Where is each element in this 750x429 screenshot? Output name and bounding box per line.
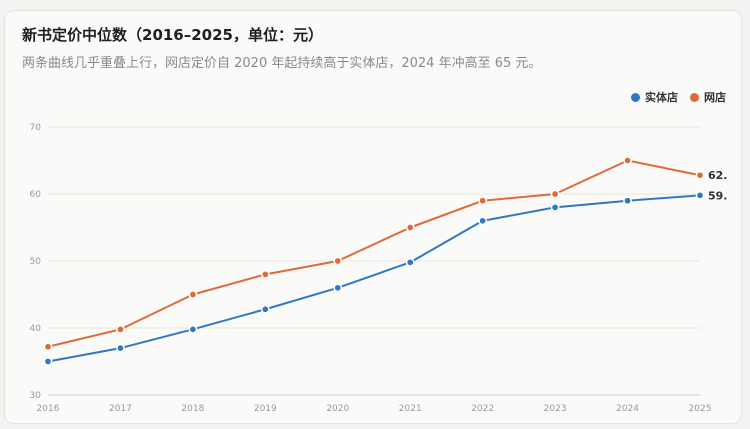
chart-subtitle: 两条曲线几乎重叠上行，网店定价自 2020 年起持续高于实体店，2024 年冲高… [22, 56, 542, 71]
data-point-1-9 [695, 170, 705, 180]
legend-label-online: 网店 [704, 91, 726, 104]
legend-swatch-online [690, 92, 699, 102]
legend-item-online[interactable]: 网店 [690, 89, 726, 105]
data-point-1-6 [478, 196, 488, 206]
series-lines [47, 159, 701, 363]
data-point-1-1 [116, 324, 125, 334]
x-tick-label-2023: 2023 [544, 404, 567, 414]
legend-item-store[interactable]: 实体店 [631, 89, 678, 105]
x-tick-label-2019: 2019 [254, 404, 277, 414]
x-tick-label-2021: 2021 [399, 404, 422, 414]
x-tick-label-2020: 2020 [326, 404, 349, 414]
end-label-1: 62. [708, 169, 728, 182]
data-point-0-5 [405, 257, 415, 267]
data-point-0-8 [623, 196, 632, 206]
data-point-1-2 [188, 290, 198, 299]
y-tick-label-30: 30 [30, 391, 42, 401]
x-axis: 2016 2017 2018 2019 2020 2021 2022 2023 2024 2025 [37, 404, 712, 414]
y-tick-label-70: 70 [30, 123, 42, 133]
end-labels: 59. 62. [708, 169, 728, 202]
data-point-1-0 [43, 342, 53, 352]
x-tick-label-2016: 2016 [37, 404, 60, 414]
y-tick-label-40: 40 [30, 324, 42, 334]
data-point-0-7 [550, 203, 560, 212]
data-point-1-8 [623, 156, 632, 165]
grid [48, 126, 700, 396]
data-point-0-2 [188, 324, 198, 334]
data-point-0-4 [333, 283, 343, 293]
series-line-1 [47, 159, 701, 348]
legend-label-store: 实体店 [645, 91, 678, 104]
series-points [43, 156, 705, 366]
x-tick-label-2024: 2024 [616, 404, 639, 414]
x-tick-label-2025: 2025 [689, 404, 712, 414]
data-point-0-3 [260, 304, 270, 314]
y-tick-label-50: 50 [30, 257, 42, 267]
chart-title: 新书定价中位数（2016–2025，单位：元） [22, 26, 323, 44]
end-label-0: 59. [708, 189, 728, 202]
x-tick-label-2017: 2017 [109, 404, 132, 414]
legend-swatch-store [631, 92, 640, 102]
x-tick-label-2018: 2018 [181, 404, 204, 414]
data-point-0-0 [43, 357, 53, 366]
legend: 实体店 网店 [619, 89, 726, 105]
data-point-0-9 [695, 190, 705, 200]
data-point-1-4 [333, 256, 343, 266]
data-point-1-5 [405, 223, 415, 232]
data-point-1-3 [260, 270, 270, 279]
data-point-0-1 [116, 343, 125, 353]
chart-card [4, 10, 742, 424]
series-line-0 [47, 194, 701, 363]
data-point-1-7 [550, 189, 560, 199]
data-point-0-6 [478, 216, 488, 226]
y-axis: 30 40 50 60 70 [30, 123, 42, 401]
y-tick-label-60: 60 [30, 190, 42, 200]
x-tick-label-2022: 2022 [471, 404, 494, 414]
